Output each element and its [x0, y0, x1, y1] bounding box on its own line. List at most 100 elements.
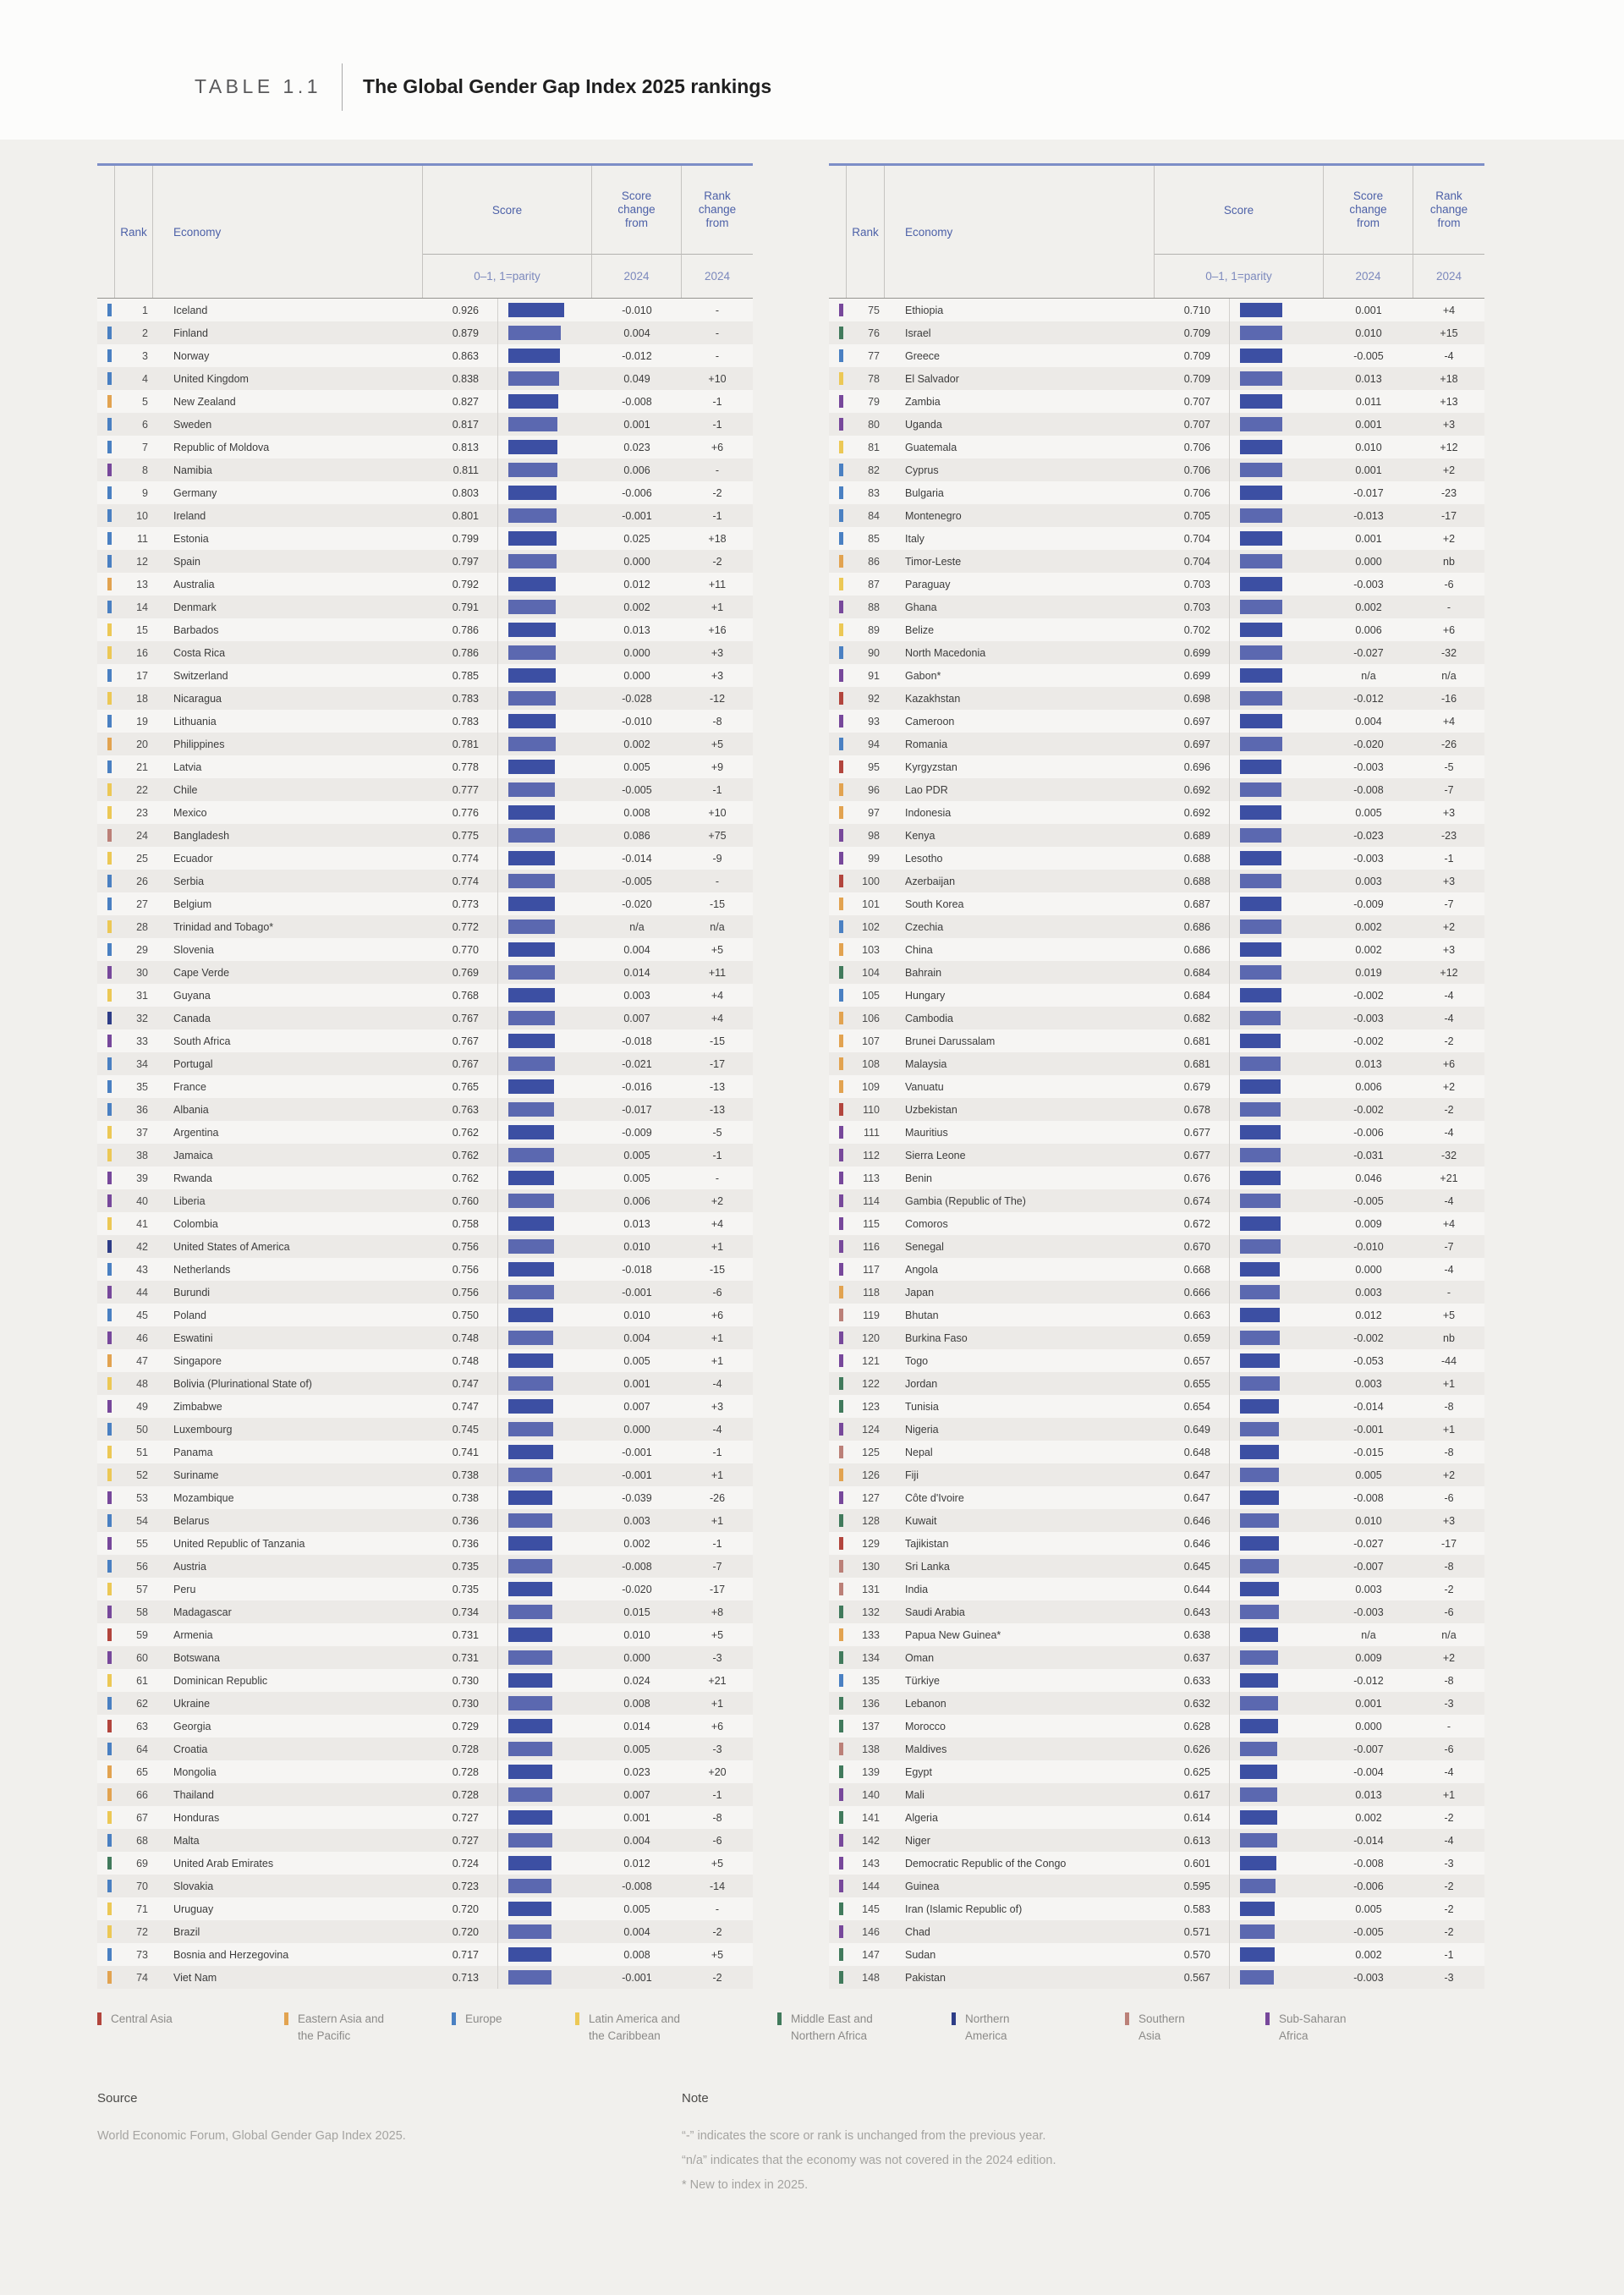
table-row: 89 Belize 0.702 0.006 +6 — [829, 618, 1484, 641]
rank-change-cell: +1 — [1442, 1788, 1456, 1801]
score-bar — [1240, 600, 1282, 614]
score-cell: 0.692 — [1183, 783, 1210, 796]
rank-change-cell: - — [1446, 1720, 1451, 1732]
score-bar-cell — [497, 1966, 592, 1989]
score-bar — [1240, 828, 1281, 843]
table-row: 110 Uzbekistan 0.678 -0.002 -2 — [829, 1098, 1484, 1121]
rank-cell: 85 — [868, 532, 880, 545]
score-cell: 0.720 — [452, 1902, 479, 1915]
economy-cell: Norway — [173, 349, 210, 362]
score-cell: 0.783 — [452, 715, 479, 727]
region-tick-cell — [829, 875, 846, 887]
rank-cell: 21 — [136, 760, 148, 773]
rank-cell: 19 — [136, 715, 148, 727]
table-row: 103 China 0.686 0.002 +3 — [829, 938, 1484, 961]
table-row: 21 Latvia 0.778 0.005 +9 — [97, 755, 753, 778]
score-bar — [1240, 531, 1282, 546]
score-bar-cell — [1229, 1532, 1324, 1555]
score-change-cell: -0.013 — [1353, 509, 1384, 522]
score-bar — [508, 1924, 552, 1939]
rank-cell: 71 — [136, 1902, 148, 1915]
score-change-cell: 0.003 — [623, 989, 650, 1002]
region-tick-cell — [97, 669, 114, 682]
region-tick — [839, 1948, 843, 1961]
table-row: 13 Australia 0.792 0.012 +11 — [97, 573, 753, 596]
region-tick-cell — [97, 715, 114, 727]
score-bar — [508, 1787, 552, 1802]
table-row: 85 Italy 0.704 0.001 +2 — [829, 527, 1484, 550]
region-tick — [107, 1651, 112, 1664]
score-bar-cell — [1229, 1212, 1324, 1235]
economy-cell: Viet Nam — [173, 1971, 217, 1984]
score-cell: 0.748 — [452, 1354, 479, 1367]
score-cell: 0.760 — [452, 1194, 479, 1207]
economy-cell: Austria — [173, 1560, 206, 1573]
score-bar-cell — [497, 1029, 592, 1052]
score-cell: 0.773 — [452, 898, 479, 910]
score-change-cell: 0.013 — [1355, 1057, 1382, 1070]
economy-cell: North Macedonia — [905, 646, 986, 659]
region-tick — [107, 1560, 112, 1573]
economy-cell: Azerbaijan — [905, 875, 956, 887]
rank-change-cell: +5 — [710, 1628, 724, 1641]
score-change-cell: 0.005 — [1355, 1902, 1382, 1915]
rank-change-cell: -9 — [712, 852, 722, 865]
rank-cell: 142 — [862, 1834, 880, 1847]
table-row: 142 Niger 0.613 -0.014 -4 — [829, 1829, 1484, 1852]
score-cell: 0.706 — [1183, 464, 1210, 476]
region-tick-cell — [97, 1103, 114, 1116]
table-row: 74 Viet Nam 0.713 -0.001 -2 — [97, 1966, 753, 1989]
region-tick-cell — [97, 738, 114, 750]
region-tick-cell — [97, 1880, 114, 1892]
region-tick-cell — [829, 1331, 846, 1344]
rank-change-cell: -2 — [712, 1971, 722, 1984]
rank-cell: 114 — [863, 1194, 880, 1207]
region-tick — [107, 1925, 112, 1938]
region-tick — [107, 1583, 112, 1595]
region-tick-cell — [829, 989, 846, 1002]
score-cell: 0.686 — [1183, 943, 1210, 956]
table-row: 37 Argentina 0.762 -0.009 -5 — [97, 1121, 753, 1144]
economy-cell: Namibia — [173, 464, 212, 476]
rank-change-cell: -1 — [712, 509, 722, 522]
rank-change-cell: +3 — [1442, 875, 1456, 887]
region-tick — [839, 760, 843, 773]
legend-tick — [452, 2012, 456, 2025]
region-tick-cell — [829, 715, 846, 727]
region-tick-cell — [829, 966, 846, 979]
table-number-label: TABLE 1.1 — [195, 75, 322, 97]
region-tick — [839, 1309, 843, 1321]
score-cell: 0.687 — [1183, 898, 1210, 910]
score-bar — [508, 600, 557, 614]
table-row: 109 Vanuatu 0.679 0.006 +2 — [829, 1075, 1484, 1098]
score-cell: 0.738 — [452, 1491, 479, 1504]
economy-cell: Trinidad and Tobago* — [173, 920, 274, 933]
score-bar-cell — [1229, 1144, 1324, 1167]
score-cell: 0.571 — [1183, 1925, 1210, 1938]
score-cell: 0.682 — [1183, 1012, 1210, 1024]
region-tick — [107, 1103, 112, 1116]
score-cell: 0.705 — [1183, 509, 1210, 522]
score-bar-cell — [1229, 481, 1324, 504]
score-bar — [1240, 1536, 1279, 1551]
score-bar — [1240, 1399, 1280, 1414]
score-cell: 0.777 — [452, 783, 479, 796]
rank-change-cell: -23 — [1440, 486, 1457, 499]
economy-cell: Pakistan — [905, 1971, 946, 1984]
region-tick — [839, 1377, 843, 1390]
rank-change-cell: -14 — [709, 1880, 726, 1892]
rank-cell: 49 — [136, 1400, 148, 1413]
region-tick-cell — [829, 601, 846, 613]
region-tick-cell — [829, 1857, 846, 1869]
rank-change-cell: +1 — [710, 1697, 724, 1710]
rank-cell: 98 — [868, 829, 880, 842]
legend-item-eastern-asia-pacific: Eastern Asia and the Pacific — [284, 2011, 452, 2044]
economy-cell: Rwanda — [173, 1172, 212, 1184]
region-tick-cell — [829, 1354, 846, 1367]
region-tick — [107, 555, 112, 568]
economy-cell: Tajikistan — [905, 1537, 949, 1550]
rank-change-cell: -1 — [712, 1788, 722, 1801]
table-row: 82 Cyprus 0.706 0.001 +2 — [829, 458, 1484, 481]
score-bar — [508, 1902, 552, 1916]
score-bar-cell — [1229, 847, 1324, 870]
